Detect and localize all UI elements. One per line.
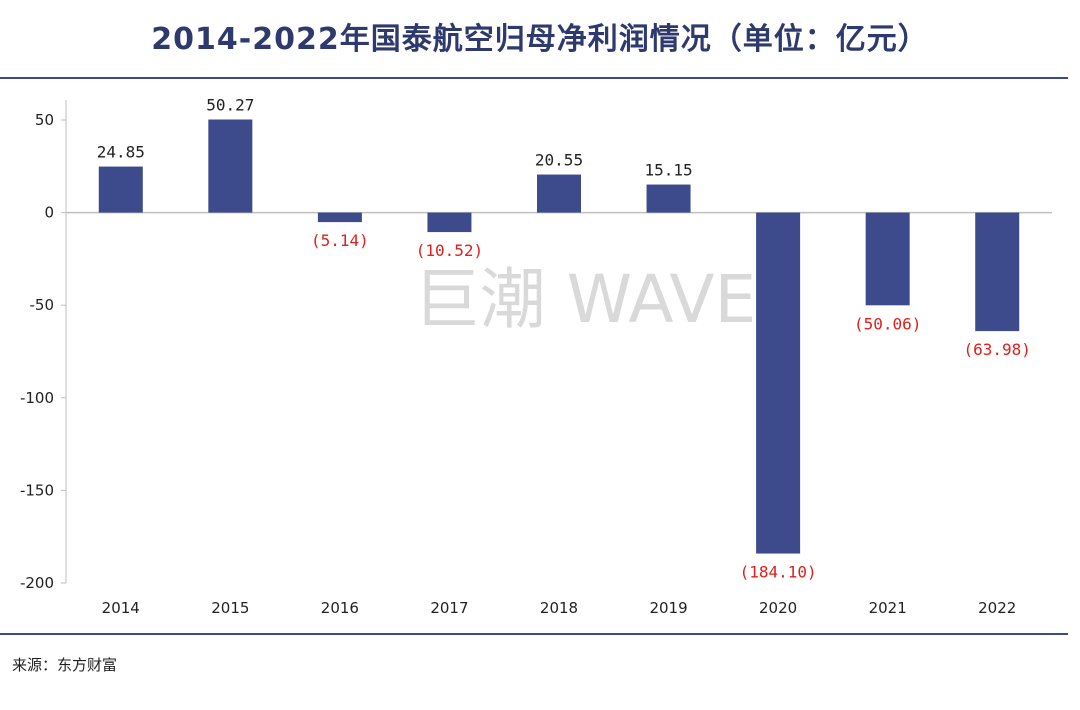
bar-2021 xyxy=(865,212,910,306)
bar-2017 xyxy=(427,212,472,233)
bar-chart: 巨潮 WAVE 50 0 -50 -100 -150 -200 24.85 2014 50.27 2… xyxy=(20,95,1052,617)
data-label-2020: (184.10) xyxy=(740,563,817,582)
y-tick-label: -50 xyxy=(30,296,55,314)
y-tick-label: -200 xyxy=(20,574,54,592)
y-tick-label: -100 xyxy=(20,389,54,407)
y-tick-label: 50 xyxy=(35,111,54,129)
data-label-2014: 24.85 xyxy=(97,143,145,162)
x-tick-label-2015: 2015 xyxy=(211,599,249,617)
x-tick-label-2014: 2014 xyxy=(102,599,140,617)
data-label-2015: 50.27 xyxy=(206,95,254,114)
title-divider xyxy=(0,77,1068,79)
bar-2016 xyxy=(317,212,362,223)
bar-2022 xyxy=(975,212,1020,332)
x-tick-label-2022: 2022 xyxy=(978,599,1016,617)
chart-title: 2014-2022年国泰航空归母净利润情况（单位：亿元） xyxy=(151,22,929,57)
data-label-2022: (63.98) xyxy=(964,340,1031,359)
x-tick-label-2018: 2018 xyxy=(540,599,578,617)
y-tick-label: 0 xyxy=(44,204,54,222)
x-tick-label-2019: 2019 xyxy=(649,599,687,617)
data-label-2021: (50.06) xyxy=(854,314,921,333)
bar-2020 xyxy=(756,212,801,554)
x-tick-label-2020: 2020 xyxy=(759,599,797,617)
bar-2014 xyxy=(98,166,143,213)
source-note: 来源：东方财富 xyxy=(12,656,118,674)
watermark-text: 巨潮 WAVE xyxy=(414,261,756,338)
data-label-2016: (5.14) xyxy=(311,231,369,250)
bar-2019 xyxy=(646,184,691,213)
data-label-2017: (10.52) xyxy=(416,241,483,260)
x-tick-label-2021: 2021 xyxy=(869,599,907,617)
y-tick-label: -150 xyxy=(20,481,54,499)
x-tick-label-2017: 2017 xyxy=(430,599,468,617)
bar-2018 xyxy=(537,174,581,213)
data-label-2018: 20.55 xyxy=(535,151,583,170)
footer-divider xyxy=(0,633,1068,635)
data-label-2019: 15.15 xyxy=(644,161,692,180)
x-tick-label-2016: 2016 xyxy=(321,599,359,617)
bar-2015 xyxy=(208,119,253,213)
